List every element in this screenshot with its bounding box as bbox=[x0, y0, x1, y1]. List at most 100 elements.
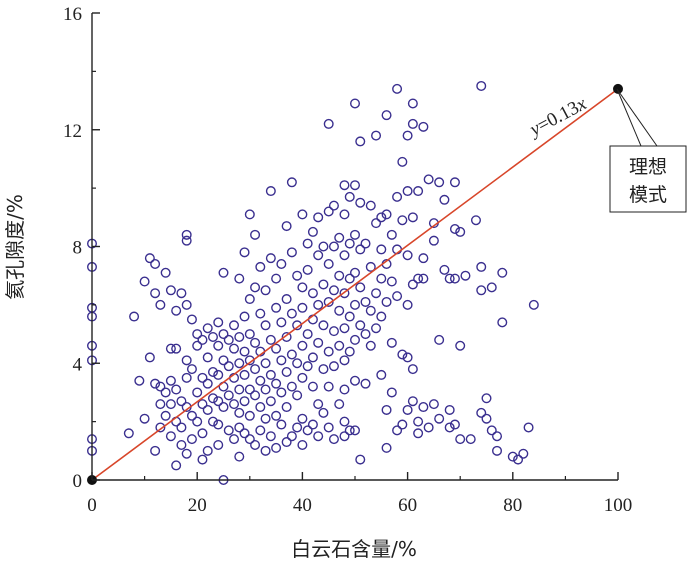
data-point bbox=[381, 404, 392, 415]
data-point bbox=[255, 308, 266, 319]
data-point bbox=[234, 407, 245, 418]
data-point bbox=[460, 270, 471, 281]
data-point bbox=[244, 294, 255, 305]
data-point bbox=[428, 235, 439, 246]
callout-line-1: 理想 bbox=[629, 156, 667, 178]
data-point bbox=[192, 387, 203, 398]
data-point bbox=[213, 419, 224, 430]
data-point bbox=[181, 235, 192, 246]
data-point bbox=[286, 381, 297, 392]
y-axis-title: 氦孔隙度/% bbox=[3, 194, 27, 300]
data-point bbox=[260, 358, 271, 369]
data-point bbox=[244, 209, 255, 220]
data-point bbox=[192, 416, 203, 427]
data-point bbox=[281, 402, 292, 413]
data-point bbox=[323, 296, 334, 307]
data-point bbox=[286, 349, 297, 360]
data-point bbox=[318, 320, 329, 331]
data-point bbox=[439, 194, 450, 205]
data-point bbox=[423, 422, 434, 433]
data-point bbox=[360, 329, 371, 340]
data-point bbox=[229, 434, 240, 445]
data-point bbox=[523, 422, 534, 433]
data-point bbox=[260, 445, 271, 456]
data-point bbox=[302, 361, 313, 372]
x-tick-label: 80 bbox=[503, 495, 522, 516]
data-point bbox=[239, 396, 250, 407]
data-point bbox=[413, 416, 424, 427]
data-point bbox=[292, 270, 303, 281]
data-point bbox=[255, 402, 266, 413]
data-point bbox=[165, 399, 176, 410]
x-tick-label: 100 bbox=[604, 495, 633, 516]
data-point bbox=[286, 177, 297, 188]
data-point bbox=[486, 425, 497, 436]
data-point bbox=[318, 279, 329, 290]
x-tick-label: 20 bbox=[188, 495, 207, 516]
data-point bbox=[381, 442, 392, 453]
data-point bbox=[297, 372, 308, 383]
data-point bbox=[155, 422, 166, 433]
data-point bbox=[307, 419, 318, 430]
data-point bbox=[407, 98, 418, 109]
data-point bbox=[455, 434, 466, 445]
y-tick-label: 8 bbox=[73, 238, 83, 259]
data-point bbox=[350, 375, 361, 386]
data-point bbox=[386, 337, 397, 348]
data-point bbox=[381, 209, 392, 220]
data-point bbox=[371, 130, 382, 141]
data-point bbox=[134, 375, 145, 386]
ideal-model-point bbox=[613, 83, 623, 94]
data-point bbox=[234, 358, 245, 369]
data-point bbox=[197, 428, 208, 439]
data-point bbox=[139, 276, 150, 287]
data-point bbox=[428, 399, 439, 410]
data-point bbox=[213, 317, 224, 328]
y-tick-label: 16 bbox=[63, 4, 82, 25]
data-point bbox=[281, 294, 292, 305]
data-point bbox=[150, 378, 161, 389]
data-point bbox=[397, 419, 408, 430]
data-point bbox=[181, 299, 192, 310]
data-point bbox=[334, 232, 345, 243]
data-point bbox=[339, 250, 350, 261]
data-point bbox=[470, 215, 481, 226]
data-point bbox=[318, 407, 329, 418]
data-point bbox=[365, 305, 376, 316]
data-point bbox=[513, 454, 524, 465]
data-point bbox=[423, 174, 434, 185]
trend-line bbox=[91, 88, 619, 481]
data-point bbox=[360, 238, 371, 249]
callout-line-2: 模式 bbox=[629, 184, 667, 206]
data-point bbox=[150, 445, 161, 456]
data-point bbox=[239, 428, 250, 439]
data-point bbox=[207, 367, 218, 378]
data-point bbox=[123, 428, 134, 439]
data-point bbox=[397, 349, 408, 360]
data-point bbox=[323, 118, 334, 129]
data-point bbox=[207, 416, 218, 427]
data-point bbox=[365, 340, 376, 351]
data-point bbox=[334, 305, 345, 316]
data-point bbox=[339, 288, 350, 299]
data-point bbox=[449, 223, 460, 234]
data-point bbox=[328, 361, 339, 372]
data-point bbox=[297, 302, 308, 313]
data-point bbox=[223, 334, 234, 345]
data-point bbox=[407, 364, 418, 375]
data-point bbox=[449, 177, 460, 188]
data-point bbox=[344, 311, 355, 322]
data-point bbox=[239, 346, 250, 357]
y-tick-label: 0 bbox=[73, 471, 83, 492]
data-point bbox=[418, 273, 429, 284]
data-point bbox=[297, 340, 308, 351]
data-point bbox=[197, 454, 208, 465]
data-point bbox=[465, 434, 476, 445]
data-point bbox=[355, 197, 366, 208]
data-point bbox=[281, 221, 292, 232]
data-point bbox=[350, 98, 361, 109]
x-ticks: 0 20 40 60 80 100 bbox=[87, 472, 632, 516]
data-point bbox=[192, 329, 203, 340]
data-point bbox=[386, 229, 397, 240]
